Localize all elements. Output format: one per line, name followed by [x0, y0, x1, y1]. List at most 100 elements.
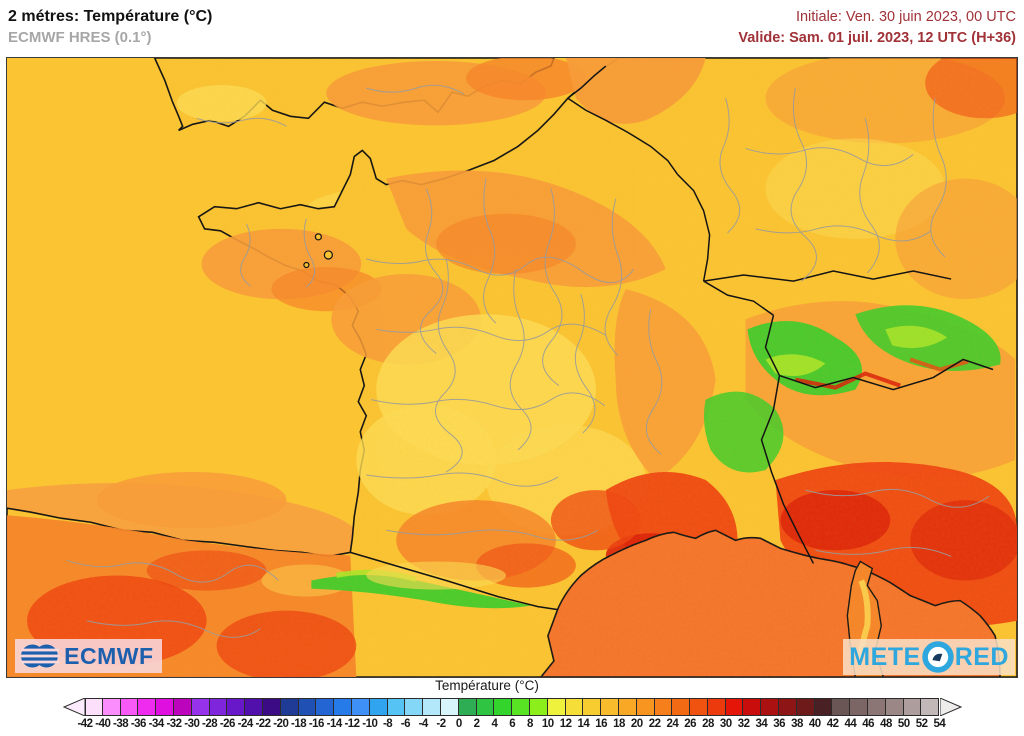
- legend-tick: -24: [237, 718, 254, 730]
- legend-tick: 40: [808, 718, 821, 730]
- ecmwf-logo-text: ECMWF: [64, 642, 154, 669]
- legend-tick: 44: [844, 718, 857, 730]
- legend-tick: 50: [897, 718, 910, 730]
- legend-right-arrow: [940, 698, 962, 716]
- legend-cell: [351, 698, 370, 716]
- legend-cell: [565, 698, 584, 716]
- legend-cell: [209, 698, 228, 716]
- header-left: 2 métres: Température (°C) ECMWF HRES (0…: [8, 6, 212, 47]
- legend-cell: [120, 698, 139, 716]
- legend-cell: [173, 698, 192, 716]
- legend-cell: [868, 698, 886, 716]
- legend-tick: 20: [630, 718, 643, 730]
- legend-tick: 18: [613, 718, 625, 730]
- legend-cell: [672, 698, 691, 716]
- legend-tick: 8: [527, 718, 533, 730]
- legend-cell: [298, 698, 317, 716]
- legend-cell: [547, 698, 566, 716]
- legend-tick: 48: [880, 718, 892, 730]
- legend-cell: [227, 698, 246, 716]
- legend-tick: -32: [166, 718, 182, 730]
- channel-islands: [303, 233, 333, 269]
- legend-tick: 30: [719, 718, 732, 730]
- meteored-logo-text-right: RED: [954, 642, 1009, 671]
- map-title: 2 métres: Température (°C): [8, 8, 213, 25]
- legend-tick: -14: [326, 718, 343, 730]
- legend-cell: [850, 698, 869, 716]
- legend-tick: 16: [595, 718, 608, 730]
- legend-cell: [690, 698, 708, 716]
- legend-cell: [245, 698, 263, 716]
- valid-time-label: Valide: Sam. 01 juil. 2023, 12 UTC (H+36…: [738, 30, 1016, 47]
- legend-cell: [369, 698, 388, 716]
- legend-tick: 38: [791, 718, 803, 730]
- legend-cell: [636, 698, 655, 716]
- temperature-legend: Température (°C) -42 -40 -38 -36 -34 -32 -30 -2…: [0, 678, 1024, 736]
- legend-tick: -28: [202, 718, 218, 730]
- legend-cell: [921, 698, 940, 716]
- legend-cell: [191, 698, 210, 716]
- legend-tick: -18: [291, 718, 307, 730]
- legend-cell: [85, 698, 103, 716]
- legend-cell: [316, 698, 335, 716]
- legend-tick: -2: [436, 718, 446, 730]
- legend-tick: -38: [113, 718, 129, 730]
- legend-cell: [885, 698, 904, 716]
- legend-tick: -4: [418, 718, 429, 730]
- legend-color-bar: [85, 698, 940, 716]
- meteored-o-icon: [922, 641, 954, 673]
- legend-tick: -16: [308, 718, 325, 730]
- legend-tick: -12: [344, 718, 360, 730]
- legend-cell: [458, 698, 477, 716]
- legend-left-arrow: [63, 698, 85, 716]
- legend-tick: -20: [273, 718, 289, 730]
- legend-tick: 34: [755, 718, 768, 730]
- legend-cell: [796, 698, 815, 716]
- legend-tick: 42: [826, 718, 839, 730]
- legend-tick: -26: [219, 718, 236, 730]
- legend-tick: 0: [455, 718, 462, 730]
- legend-tick: 54: [933, 718, 946, 730]
- legend-cell: [476, 698, 495, 716]
- legend-cell: [529, 698, 548, 716]
- legend-tick-labels: -42 -40 -38 -36 -34 -32 -30 -28 -26 -24 -22 -20 -18-…: [0, 718, 1024, 733]
- legend-cell: [903, 698, 922, 716]
- legend-tick: 36: [773, 718, 786, 730]
- legend-tick: 14: [577, 718, 590, 730]
- meteored-logo-text-left: METE: [849, 642, 921, 671]
- initial-time-label: Initiale: Ven. 30 juin 2023, 00 UTC: [795, 9, 1016, 25]
- legend-tick: 10: [541, 718, 554, 730]
- legend-tick: -36: [130, 718, 147, 730]
- legend-tick: 52: [915, 718, 928, 730]
- legend-tick: -30: [184, 718, 200, 730]
- legend-cell: [262, 698, 281, 716]
- legend-tick: 46: [862, 718, 875, 730]
- legend-cell: [725, 698, 744, 716]
- legend-cell: [583, 698, 602, 716]
- legend-tick: 26: [684, 718, 697, 730]
- ecmwf-logo: ECMWF: [15, 639, 162, 673]
- legend-cell: [138, 698, 157, 716]
- legend-cell: [512, 698, 530, 716]
- legend-cell: [440, 698, 459, 716]
- legend-tick: 22: [648, 718, 661, 730]
- temperature-map-canvas: [7, 58, 1017, 677]
- legend-cell: [743, 698, 762, 716]
- sea-biscay-warm-patch: [96, 472, 287, 529]
- legend-tick: 2: [473, 718, 480, 730]
- legend-tick: 24: [666, 718, 679, 730]
- legend-cell: [761, 698, 780, 716]
- legend-cell: [280, 698, 299, 716]
- legend-cell: [494, 698, 513, 716]
- legend-cell: [814, 698, 833, 716]
- legend-cell: [156, 698, 174, 716]
- legend-tick: 4: [491, 718, 498, 730]
- legend-cell: [102, 698, 121, 716]
- legend-tick: 12: [559, 718, 572, 730]
- legend-tick: 6: [509, 718, 516, 730]
- legend-tick: -22: [255, 718, 271, 730]
- legend-cell: [387, 698, 406, 716]
- region-borders: [66, 84, 990, 638]
- legend-cell: [618, 698, 637, 716]
